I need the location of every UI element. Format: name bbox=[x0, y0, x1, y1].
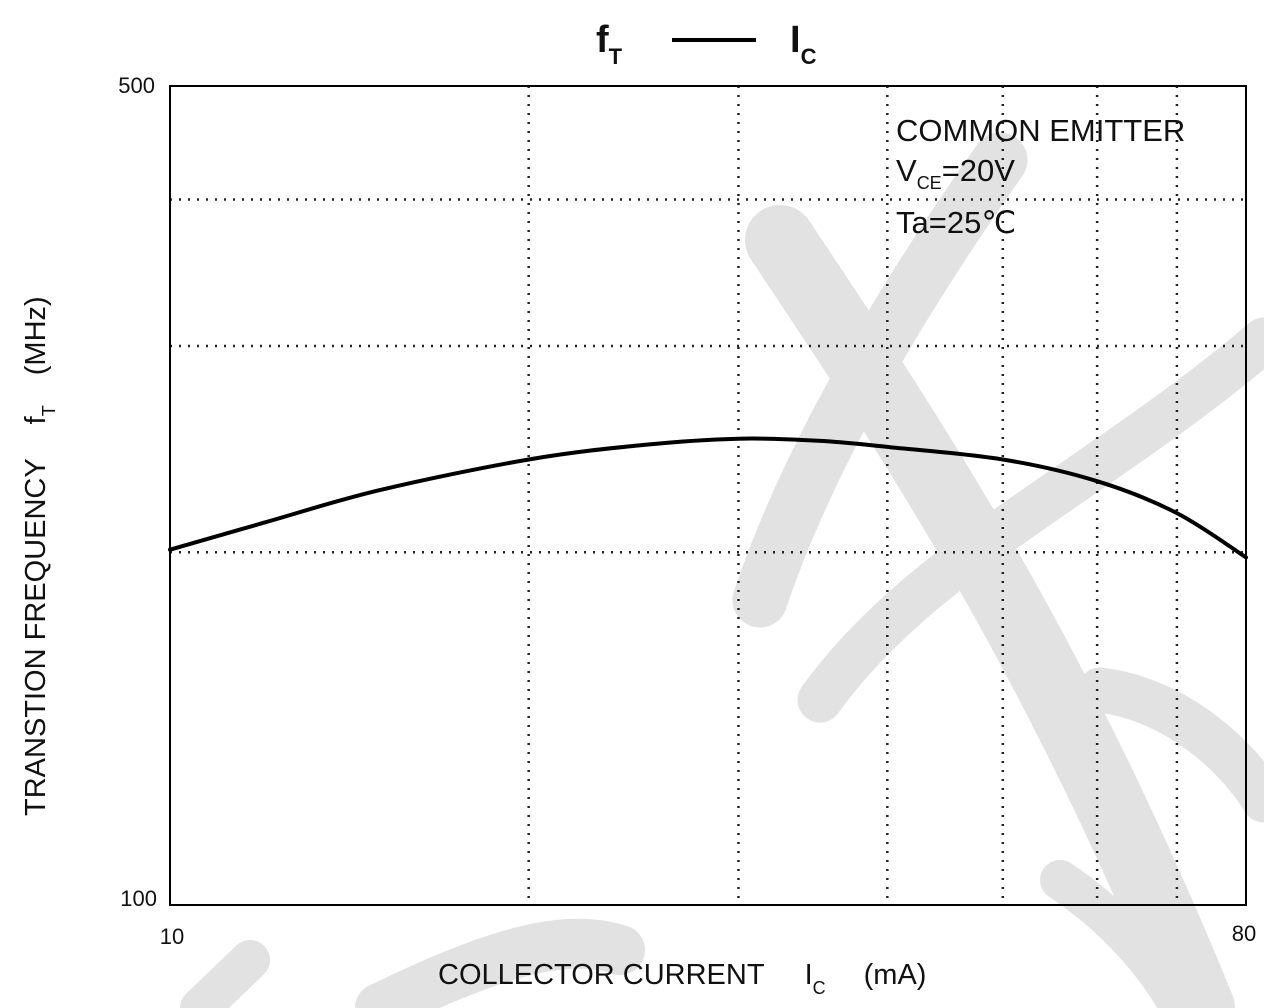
watermark bbox=[180, 132, 1264, 1008]
annotation-line-3: Ta=25℃ bbox=[896, 205, 1016, 240]
annotation-vce-value: =20V bbox=[942, 153, 1016, 188]
y-axis-label: TRANSTION FREQUENCY fT (MHz) bbox=[20, 296, 59, 816]
plot-frame bbox=[169, 85, 1247, 906]
annotation-line-1: COMMON EMITTER bbox=[896, 113, 1185, 148]
title-ft-sub: T bbox=[609, 44, 623, 69]
x-axis-label: COLLECTOR CURRENT IC (mA) bbox=[438, 959, 926, 998]
title-ft: f bbox=[596, 19, 609, 61]
title-ic-sub: C bbox=[801, 44, 817, 69]
chart-title: fT bbox=[596, 19, 623, 69]
x-axis-label-text: COLLECTOR CURRENT bbox=[438, 959, 765, 991]
y-tick-min: 100 bbox=[120, 886, 157, 911]
y-axis-label-unit: (MHz) bbox=[20, 296, 52, 375]
x-axis-label-sub: C bbox=[813, 978, 826, 998]
y-tick-max: 500 bbox=[118, 73, 155, 98]
ft-vs-ic-curve bbox=[168, 436, 1248, 560]
svg-text:IC: IC bbox=[790, 19, 817, 69]
x-axis-label-unit: (mA) bbox=[864, 959, 927, 991]
conditions-annotation: COMMON EMITTER VCE=20V Ta=25℃ bbox=[896, 113, 1185, 240]
x-tick-min: 10 bbox=[160, 924, 184, 949]
annotation-vce-symbol: V bbox=[896, 153, 917, 188]
grid bbox=[170, 86, 1246, 905]
x-tick-max: 80 bbox=[1232, 921, 1256, 946]
svg-text:VCE=20V: VCE=20V bbox=[896, 153, 1015, 193]
y-axis-label-sub: T bbox=[39, 405, 59, 416]
x-axis-label-symbol: I bbox=[805, 959, 813, 991]
title-ic: I bbox=[790, 19, 801, 61]
y-axis-label-symbol: f bbox=[20, 415, 52, 424]
annotation-vce-sub: CE bbox=[917, 173, 942, 193]
y-axis-label-text: TRANSTION FREQUENCY bbox=[20, 458, 52, 816]
